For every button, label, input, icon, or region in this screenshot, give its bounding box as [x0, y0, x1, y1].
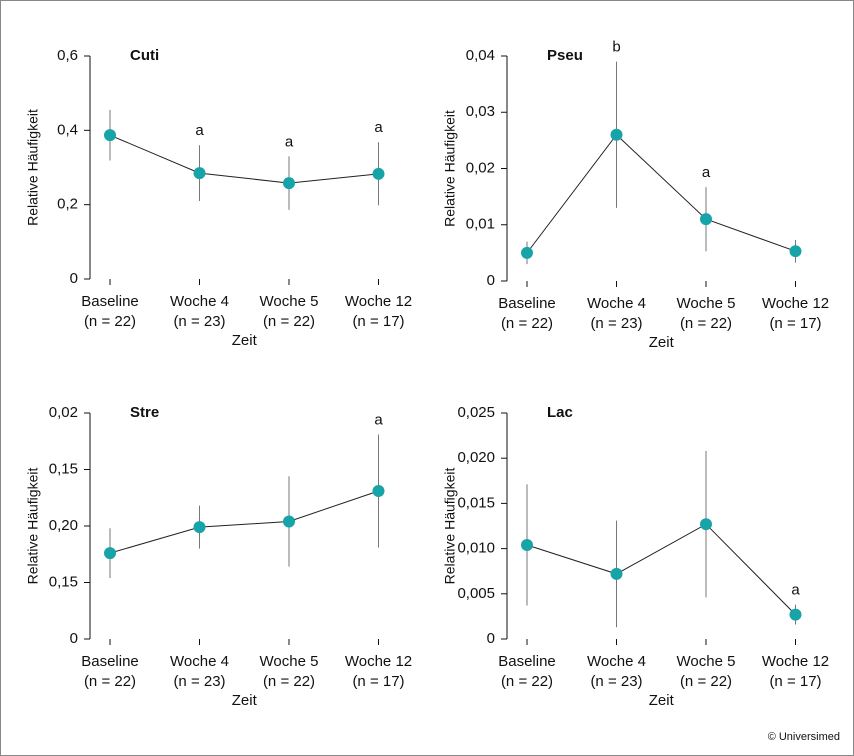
data-point — [789, 245, 802, 258]
x-tick-sublabel: (n = 22) — [501, 673, 553, 690]
data-point — [372, 484, 385, 497]
x-tick-label: Woche 12 — [762, 653, 829, 670]
title: Cuti — [130, 47, 159, 64]
y-tick-label: 0,020 — [457, 449, 495, 466]
x-tick-sublabel: (n = 23) — [590, 673, 642, 690]
x-axis-label: Zeit — [232, 332, 258, 349]
y-tick-label: 0,010 — [457, 540, 495, 557]
y-tick-label: 0,02 — [49, 404, 78, 421]
y-axis-label: Relative Häufigkeit — [442, 110, 458, 227]
x-tick-label: Woche 4 — [170, 653, 229, 670]
x-tick-sublabel: (n = 22) — [84, 313, 136, 330]
x-tick-sublabel: (n = 22) — [263, 313, 315, 330]
annotation: a — [702, 164, 711, 181]
x-tick-sublabel: (n = 23) — [173, 313, 225, 330]
annotation: a — [195, 122, 204, 139]
data-point — [193, 521, 206, 534]
x-tick-label: Woche 4 — [587, 653, 646, 670]
x-tick-label: Woche 5 — [677, 295, 736, 312]
data-point — [700, 518, 712, 531]
title: Pseu — [547, 47, 583, 64]
y-tick-label: 0,005 — [457, 585, 495, 602]
y-tick-label: 0,01 — [466, 216, 495, 233]
y-tick-label: 0,6 — [57, 47, 78, 64]
series-line — [526, 523, 796, 615]
panel: 0 0,15 0,20 0,15 0,02 Stre Relative Häufigkeit… — [25, 404, 412, 709]
annotation: b — [612, 39, 620, 56]
data-point — [104, 129, 116, 142]
x-tick-sublabel: (n = 17) — [352, 673, 404, 690]
x-tick-sublabel: (n = 17) — [769, 673, 821, 690]
x-tick-label: Baseline — [498, 653, 556, 670]
data-point — [700, 213, 712, 226]
series-line — [109, 134, 379, 184]
title: Lac — [547, 404, 573, 421]
data-point — [283, 177, 295, 190]
y-tick-label: 0,2 — [57, 196, 78, 213]
series-line — [109, 490, 379, 554]
y-tick-label: 0,04 — [466, 47, 495, 64]
x-tick-label: Woche 12 — [762, 295, 829, 312]
panel: 0 0,01 0,02 0,03 0,04 Pseu Relative Häufigkeit… — [442, 39, 829, 351]
x-tick-label: Woche 12 — [345, 293, 412, 310]
panel: 0 0,2 0,4 0,6 Cuti Relative Häufigkeit Baselin… — [25, 47, 412, 349]
data-point — [372, 167, 385, 180]
y-tick-label: 0,03 — [466, 103, 495, 120]
credit: © Universimed — [768, 731, 840, 743]
data-point — [521, 246, 533, 259]
data-point — [283, 515, 295, 528]
series-line — [526, 134, 796, 254]
x-axis-label: Zeit — [232, 692, 258, 709]
x-tick-label: Woche 12 — [345, 653, 412, 670]
y-axis-label: Relative Häufigkeit — [25, 109, 41, 226]
y-tick-label: 0,15 — [49, 573, 78, 590]
y-tick-label: 0,4 — [57, 121, 78, 138]
y-axis-label: Relative Häufigkeit — [442, 468, 458, 585]
y-tick-label: 0,15 — [49, 460, 78, 477]
title: Stre — [130, 404, 159, 421]
annotation: a — [374, 119, 383, 136]
x-tick-label: Baseline — [81, 293, 139, 310]
y-tick-label: 0,20 — [49, 517, 78, 534]
y-axis-label: Relative Häufigkeit — [25, 468, 41, 585]
annotation: a — [374, 411, 383, 428]
x-tick-sublabel: (n = 17) — [769, 315, 821, 332]
x-tick-label: Woche 4 — [170, 293, 229, 310]
data-point — [610, 567, 623, 580]
x-axis-label: Zeit — [649, 334, 675, 351]
x-tick-sublabel: (n = 23) — [590, 315, 642, 332]
x-tick-sublabel: (n = 22) — [680, 315, 732, 332]
y-tick-label: 0 — [487, 630, 495, 647]
annotation: a — [791, 582, 800, 599]
x-tick-sublabel: (n = 23) — [173, 673, 225, 690]
panel: 0 0,005 0,010 0,015 0,020 0,025 Lac Relative Hä… — [442, 404, 829, 709]
x-tick-label: Woche 5 — [260, 653, 319, 670]
y-tick-label: 0,02 — [466, 159, 495, 176]
x-tick-label: Woche 4 — [587, 295, 646, 312]
x-axis-label: Zeit — [649, 692, 675, 709]
x-tick-label: Woche 5 — [260, 293, 319, 310]
y-tick-label: 0 — [70, 270, 78, 287]
x-tick-sublabel: (n = 22) — [263, 673, 315, 690]
y-tick-label: 0,015 — [457, 494, 495, 511]
x-tick-label: Baseline — [498, 295, 556, 312]
x-tick-sublabel: (n = 22) — [84, 673, 136, 690]
data-point — [610, 128, 623, 141]
x-tick-sublabel: (n = 22) — [680, 673, 732, 690]
x-tick-sublabel: (n = 22) — [501, 315, 553, 332]
x-tick-sublabel: (n = 17) — [352, 313, 404, 330]
x-tick-label: Woche 5 — [677, 653, 736, 670]
data-point — [193, 167, 206, 180]
y-tick-label: 0,025 — [457, 404, 495, 421]
x-tick-label: Baseline — [81, 653, 139, 670]
annotation: a — [285, 133, 294, 150]
data-point — [789, 608, 802, 621]
data-point — [521, 538, 533, 551]
y-tick-label: 0 — [487, 272, 495, 289]
data-point — [104, 547, 116, 560]
y-tick-label: 0 — [70, 630, 78, 647]
